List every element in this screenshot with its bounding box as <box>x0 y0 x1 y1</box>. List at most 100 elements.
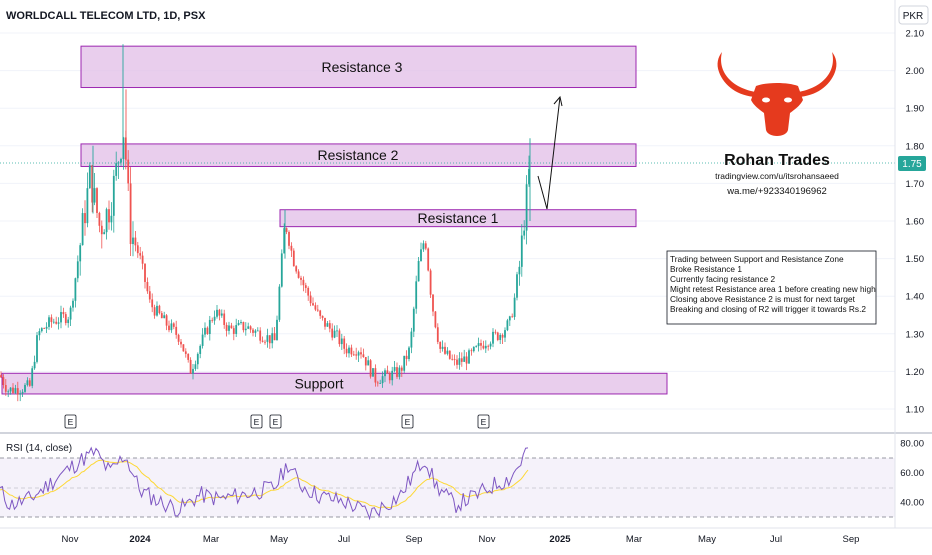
candle-body[interactable] <box>26 380 29 385</box>
candle-body[interactable] <box>324 317 326 327</box>
earnings-badge[interactable] <box>64 414 77 429</box>
time-axis[interactable]: Nov 2024 Mar May Jul Sep Nov 2025 Mar May Jul Sep <box>62 534 860 545</box>
candle-body[interactable] <box>518 266 521 275</box>
candle-body[interactable] <box>199 345 202 354</box>
candle-body[interactable] <box>312 303 314 306</box>
candle-body[interactable] <box>328 323 331 329</box>
candle-body[interactable] <box>439 341 442 349</box>
candle-body[interactable] <box>422 243 425 250</box>
candle-body[interactable] <box>21 391 24 394</box>
candle-body[interactable] <box>424 243 427 249</box>
candle-body[interactable] <box>115 163 118 176</box>
price-axis[interactable]: 2.10 2.00 1.90 1.80 1.70 1.60 1.50 1.40 1.30 1.20… <box>906 29 925 416</box>
candle-body[interactable] <box>146 281 149 292</box>
candle-body[interactable] <box>528 168 530 185</box>
candle-body[interactable] <box>520 235 523 267</box>
candle-body[interactable] <box>384 370 386 377</box>
candle-body[interactable] <box>525 184 528 231</box>
candle-body[interactable] <box>352 354 355 356</box>
candle-body[interactable] <box>139 253 142 256</box>
candle-body[interactable] <box>122 137 125 159</box>
earnings-badge[interactable] <box>269 414 282 429</box>
candle-body[interactable] <box>45 326 48 329</box>
candle-body[interactable] <box>391 370 394 381</box>
candle-body[interactable] <box>24 384 26 392</box>
candle-body[interactable] <box>369 360 372 377</box>
earnings-badge[interactable] <box>401 414 414 429</box>
candles-layer[interactable] <box>0 44 531 402</box>
earnings-badge[interactable] <box>477 414 490 429</box>
candle-body[interactable] <box>165 315 168 326</box>
candle-body[interactable] <box>489 343 492 347</box>
candle-body[interactable] <box>223 313 226 325</box>
candle-body[interactable] <box>333 330 336 338</box>
candle-body[interactable] <box>120 158 122 163</box>
candle-body[interactable] <box>504 330 506 338</box>
candle-body[interactable] <box>405 355 408 360</box>
candle-body[interactable] <box>264 341 266 343</box>
candle-body[interactable] <box>343 338 346 349</box>
candle-body[interactable] <box>396 367 398 377</box>
zone-box[interactable] <box>1 372 668 395</box>
candle-body[interactable] <box>84 213 86 224</box>
candle-body[interactable] <box>117 162 120 164</box>
candle-body[interactable] <box>4 385 7 392</box>
candle-body[interactable] <box>376 382 379 384</box>
candle-body[interactable] <box>38 331 41 336</box>
candle-body[interactable] <box>204 327 206 335</box>
rsi-axis[interactable]: 80.00 60.00 40.00 <box>900 439 924 509</box>
candle-body[interactable] <box>163 315 166 319</box>
candle-body[interactable] <box>513 297 516 317</box>
candle-body[interactable] <box>187 353 190 360</box>
zone-box[interactable] <box>80 45 637 89</box>
candle-body[interactable] <box>276 319 278 341</box>
candle-body[interactable] <box>379 383 382 384</box>
candle-body[interactable] <box>280 253 283 287</box>
candle-body[interactable] <box>393 367 396 371</box>
candle-body[interactable] <box>523 230 526 236</box>
candle-body[interactable] <box>151 299 154 308</box>
candle-body[interactable] <box>62 312 65 315</box>
candle-body[interactable] <box>103 232 106 235</box>
candle-body[interactable] <box>374 368 377 383</box>
candle-body[interactable] <box>52 321 55 323</box>
candle-body[interactable] <box>14 388 17 393</box>
candle-body[interactable] <box>192 368 194 374</box>
candle-body[interactable] <box>225 324 228 331</box>
candle-body[interactable] <box>144 263 146 282</box>
candle-body[interactable] <box>372 368 374 377</box>
candle-body[interactable] <box>189 359 192 374</box>
candle-body[interactable] <box>266 335 269 342</box>
candle-body[interactable] <box>153 307 156 316</box>
candle-body[interactable] <box>441 346 444 349</box>
candle-body[interactable] <box>492 331 494 344</box>
candle-body[interactable] <box>321 315 324 318</box>
candle-body[interactable] <box>285 228 288 232</box>
candle-body[interactable] <box>242 322 245 331</box>
candle-body[interactable] <box>67 319 70 324</box>
candle-body[interactable] <box>141 255 144 264</box>
candle-body[interactable] <box>12 387 14 393</box>
candle-body[interactable] <box>429 270 432 295</box>
candle-body[interactable] <box>88 165 91 189</box>
candle-body[interactable] <box>254 330 257 333</box>
candle-body[interactable] <box>506 320 509 331</box>
candle-body[interactable] <box>283 228 286 254</box>
candle-body[interactable] <box>410 331 413 348</box>
candle-body[interactable] <box>105 209 108 233</box>
candle-body[interactable] <box>160 313 163 319</box>
candle-body[interactable] <box>295 266 298 272</box>
candle-body[interactable] <box>297 271 300 278</box>
candle-body[interactable] <box>501 334 504 338</box>
candle-body[interactable] <box>81 213 84 246</box>
candle-body[interactable] <box>69 307 72 320</box>
candle-body[interactable] <box>316 309 319 311</box>
candle-body[interactable] <box>208 319 211 334</box>
candle-body[interactable] <box>110 215 113 223</box>
candle-body[interactable] <box>420 249 422 262</box>
candle-body[interactable] <box>460 358 463 362</box>
candle-body[interactable] <box>465 356 468 364</box>
candle-body[interactable] <box>247 326 250 329</box>
